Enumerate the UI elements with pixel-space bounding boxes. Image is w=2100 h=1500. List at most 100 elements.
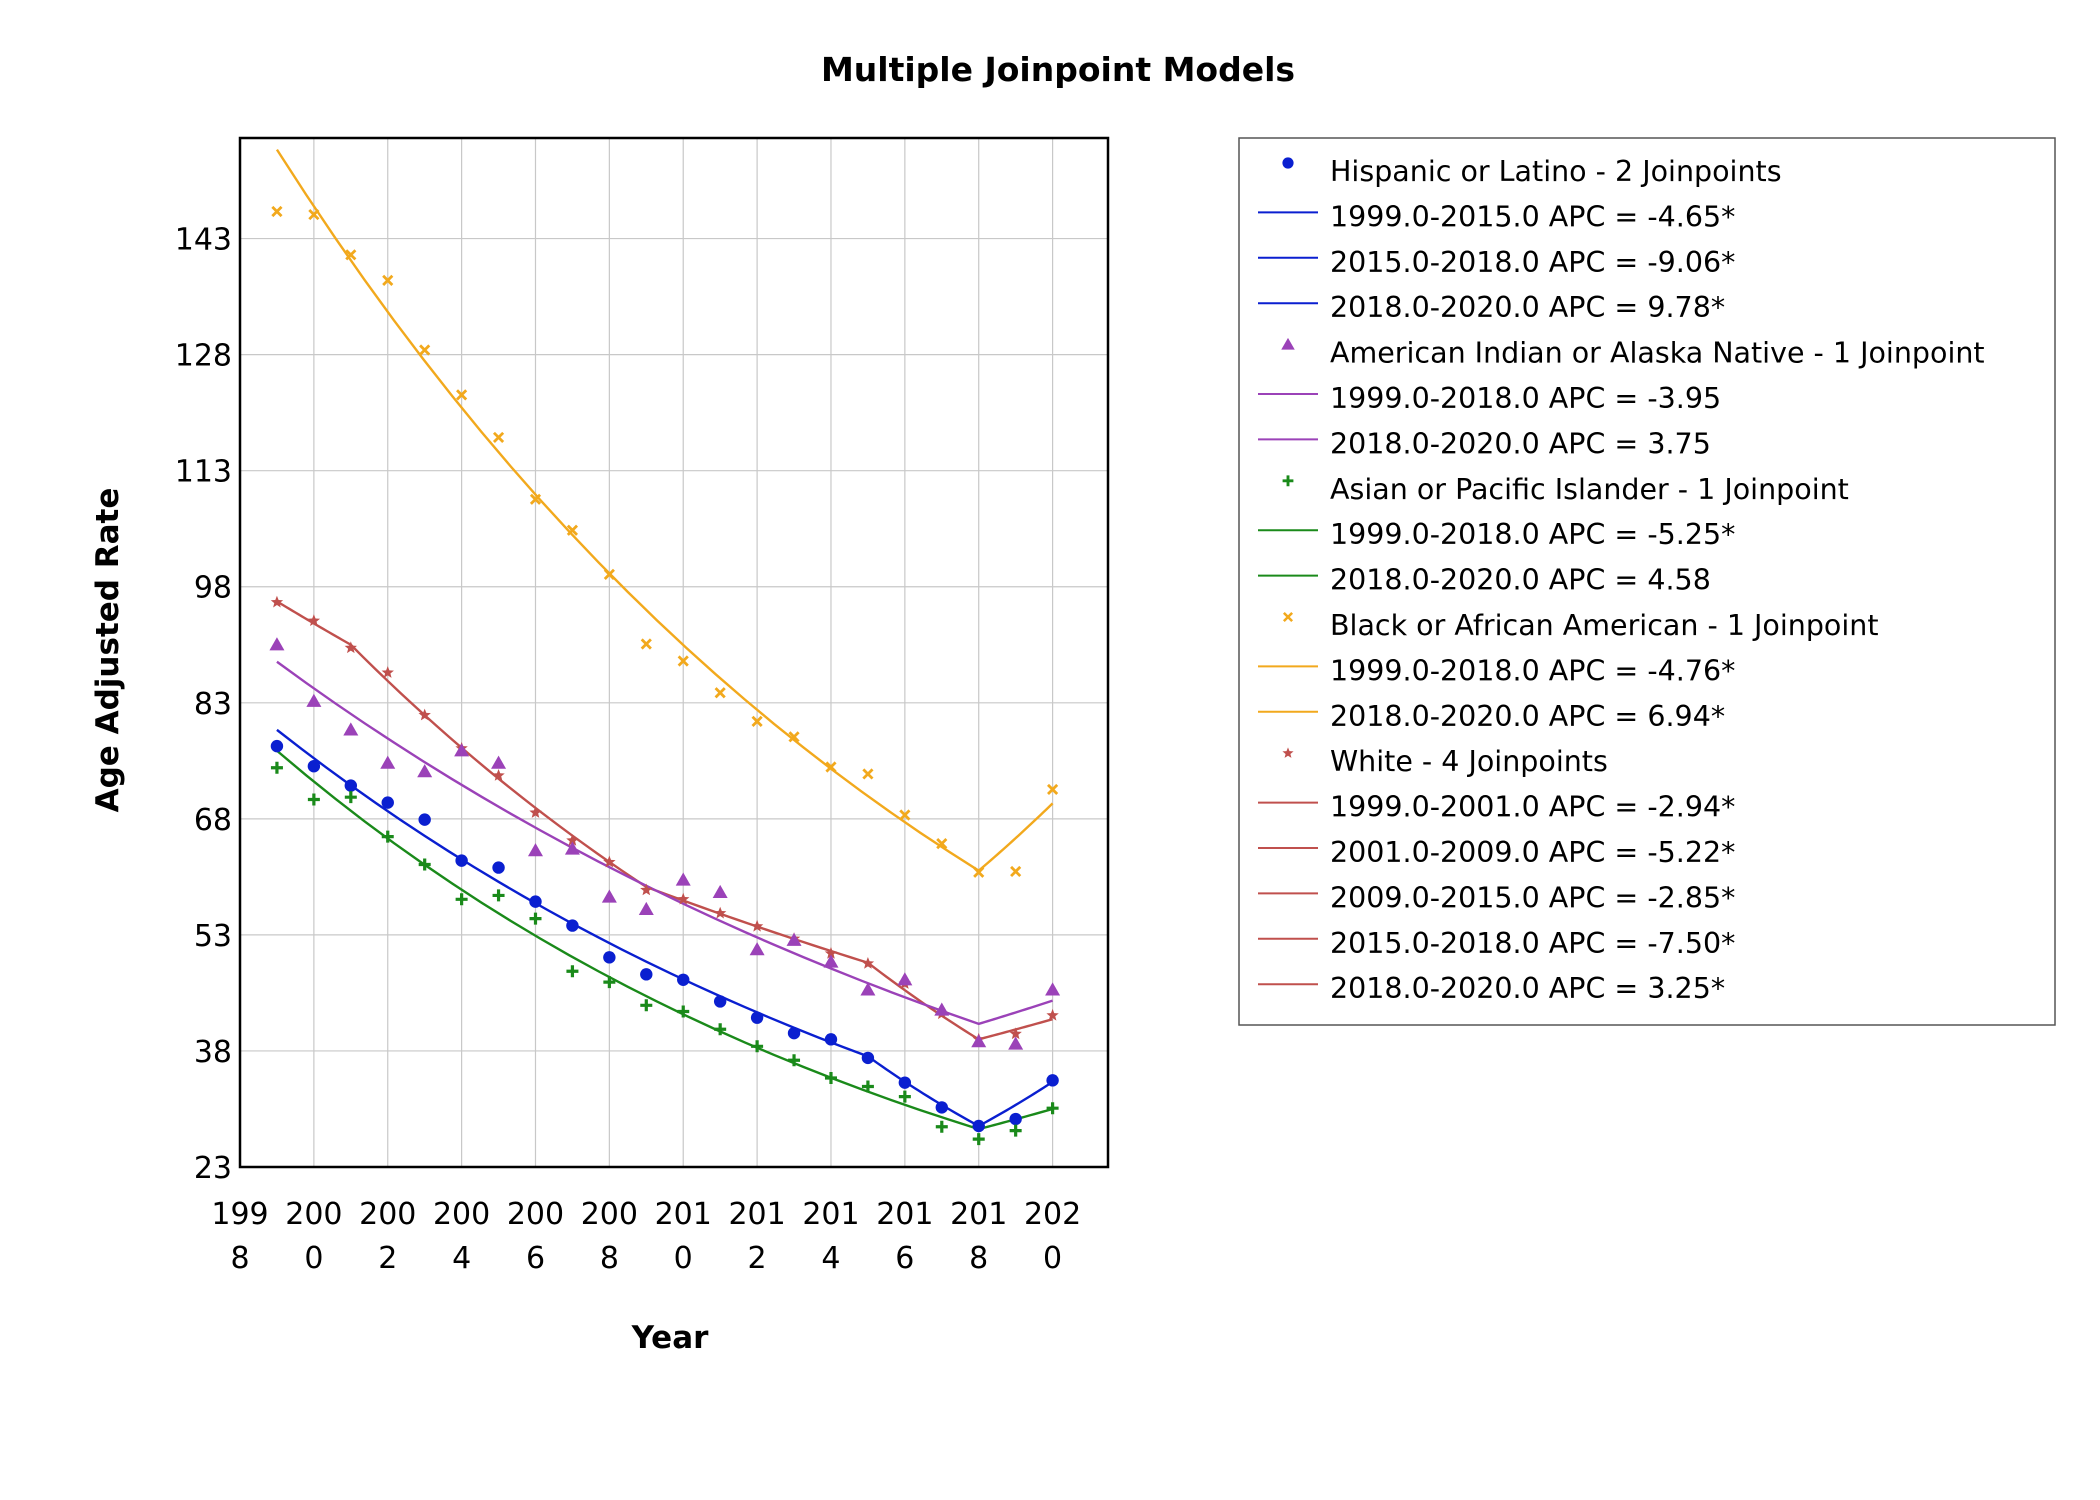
legend-label: 1999.0-2015.0 APC = -4.65* — [1330, 200, 1735, 233]
legend-marker-aian — [1281, 337, 1295, 350]
data-point-api — [935, 1120, 948, 1133]
series-points-white — [270, 595, 1059, 1045]
series-points-hispanic — [270, 739, 1059, 1133]
legend-label: 1999.0-2001.0 APC = -2.94* — [1330, 791, 1735, 824]
x-tick-label: 6 — [895, 1241, 914, 1276]
data-point-api — [1009, 1124, 1022, 1137]
data-point-hispanic — [898, 1076, 912, 1089]
x-tick-label: 0 — [1043, 1241, 1062, 1276]
data-point-black — [936, 838, 948, 850]
y-axis-title: Age Adjusted Rate — [90, 488, 126, 813]
x-tick-label: 201 — [876, 1197, 933, 1232]
data-point-api — [455, 893, 468, 906]
data-point-api — [566, 965, 579, 978]
data-point-api — [788, 1054, 801, 1067]
data-point-white — [713, 906, 727, 919]
data-point-aian — [638, 901, 654, 915]
fit-line-white — [276, 600, 1053, 1041]
data-point-black — [788, 731, 800, 743]
legend-marker-white — [1282, 747, 1294, 758]
data-point-api — [418, 858, 431, 871]
series-points-black — [271, 205, 1059, 878]
data-point-hispanic — [677, 973, 690, 986]
data-point-hispanic — [418, 813, 431, 826]
data-point-white — [381, 666, 394, 678]
data-point-white — [603, 855, 616, 868]
x-tick-label: 200 — [285, 1197, 342, 1232]
data-point-black — [419, 344, 431, 356]
data-point-white — [307, 614, 321, 627]
data-point-hispanic — [270, 739, 284, 753]
data-point-white — [566, 834, 579, 846]
x-tick-label: 0 — [674, 1241, 693, 1276]
data-point-api — [529, 912, 542, 925]
legend-label: American Indian or Alaska Native - 1 Joi… — [1330, 337, 1985, 370]
data-point-white — [344, 641, 357, 654]
data-point-api — [824, 1072, 837, 1085]
legend-label: White - 4 Joinpoints — [1330, 745, 1608, 778]
y-tick-label: 143 — [175, 223, 232, 258]
data-point-aian — [417, 764, 433, 778]
x-tick-label: 201 — [728, 1197, 785, 1232]
x-tick-label: 202 — [1024, 1197, 1081, 1232]
legend-label: 2018.0-2020.0 APC = 3.25* — [1330, 972, 1725, 1005]
legend-label: 2018.0-2020.0 APC = 9.78* — [1330, 291, 1725, 324]
data-point-white — [824, 946, 838, 959]
data-point-white — [677, 892, 690, 905]
legend-label: Black or African American - 1 Joinpoint — [1330, 609, 1879, 642]
legend-label: 1999.0-2018.0 APC = -4.76* — [1330, 654, 1735, 687]
x-tick-label: 200 — [359, 1197, 416, 1232]
data-point-white — [529, 806, 542, 818]
x-tick-label: 201 — [950, 1197, 1007, 1232]
legend-label: 2001.0-2009.0 APC = -5.22* — [1330, 836, 1735, 869]
data-point-black — [345, 249, 357, 261]
data-point-hispanic — [861, 1051, 875, 1065]
data-point-black — [714, 687, 726, 699]
legend-label: 2018.0-2020.0 APC = 3.75 — [1330, 427, 1711, 460]
data-point-api — [861, 1080, 874, 1093]
legend-marker-hispanic — [1282, 157, 1294, 169]
y-tick-label: 128 — [175, 339, 232, 374]
y-tick-label: 23 — [194, 1151, 232, 1186]
data-point-aian — [601, 889, 617, 903]
data-point-white — [1009, 1027, 1022, 1040]
legend-label: 2009.0-2015.0 APC = -2.85* — [1330, 881, 1735, 914]
x-axis-title: Year — [631, 1320, 710, 1356]
fit-line-api — [276, 749, 1053, 1131]
data-point-api — [714, 1023, 727, 1036]
legend-label: 2018.0-2020.0 APC = 4.58 — [1330, 564, 1711, 597]
x-tick-label: 4 — [821, 1241, 840, 1276]
y-tick-label: 53 — [194, 919, 232, 954]
data-point-aian — [527, 843, 543, 857]
data-point-aian — [1008, 1036, 1024, 1050]
data-point-aian — [306, 693, 322, 707]
chart-title: Multiple Joinpoint Models — [821, 50, 1295, 89]
legend-label: 2015.0-2018.0 APC = -9.06* — [1330, 246, 1735, 279]
data-point-aian — [491, 755, 507, 769]
data-point-hispanic — [1046, 1074, 1059, 1087]
data-point-aian — [860, 982, 876, 996]
data-point-hispanic — [307, 760, 321, 773]
data-point-hispanic — [603, 951, 616, 964]
data-point-hispanic — [492, 861, 505, 874]
legend-label: 1999.0-2018.0 APC = -5.25* — [1330, 518, 1735, 551]
data-point-hispanic — [455, 854, 468, 867]
legend: Hispanic or Latino - 2 Joinpoints 1999.0-… — [1238, 137, 2056, 1026]
data-point-api — [603, 976, 616, 989]
data-point-white — [640, 883, 653, 896]
fit-line-aian — [276, 660, 1053, 1026]
x-tick-label: 8 — [600, 1241, 619, 1276]
data-point-black — [899, 809, 911, 821]
data-point-hispanic — [1009, 1112, 1022, 1126]
data-point-hispanic — [787, 1026, 801, 1040]
y-axis-ticks: 23 38 53 68 83 98 113 128 143 — [175, 223, 232, 1186]
data-point-aian — [786, 932, 802, 946]
x-tick-label: 201 — [655, 1197, 712, 1232]
x-tick-label: 199 — [211, 1197, 268, 1232]
x-tick-label: 8 — [230, 1241, 249, 1276]
data-point-aian — [343, 722, 359, 736]
data-point-black — [973, 866, 985, 878]
data-point-black — [751, 715, 763, 727]
x-tick-label: 200 — [581, 1197, 638, 1232]
